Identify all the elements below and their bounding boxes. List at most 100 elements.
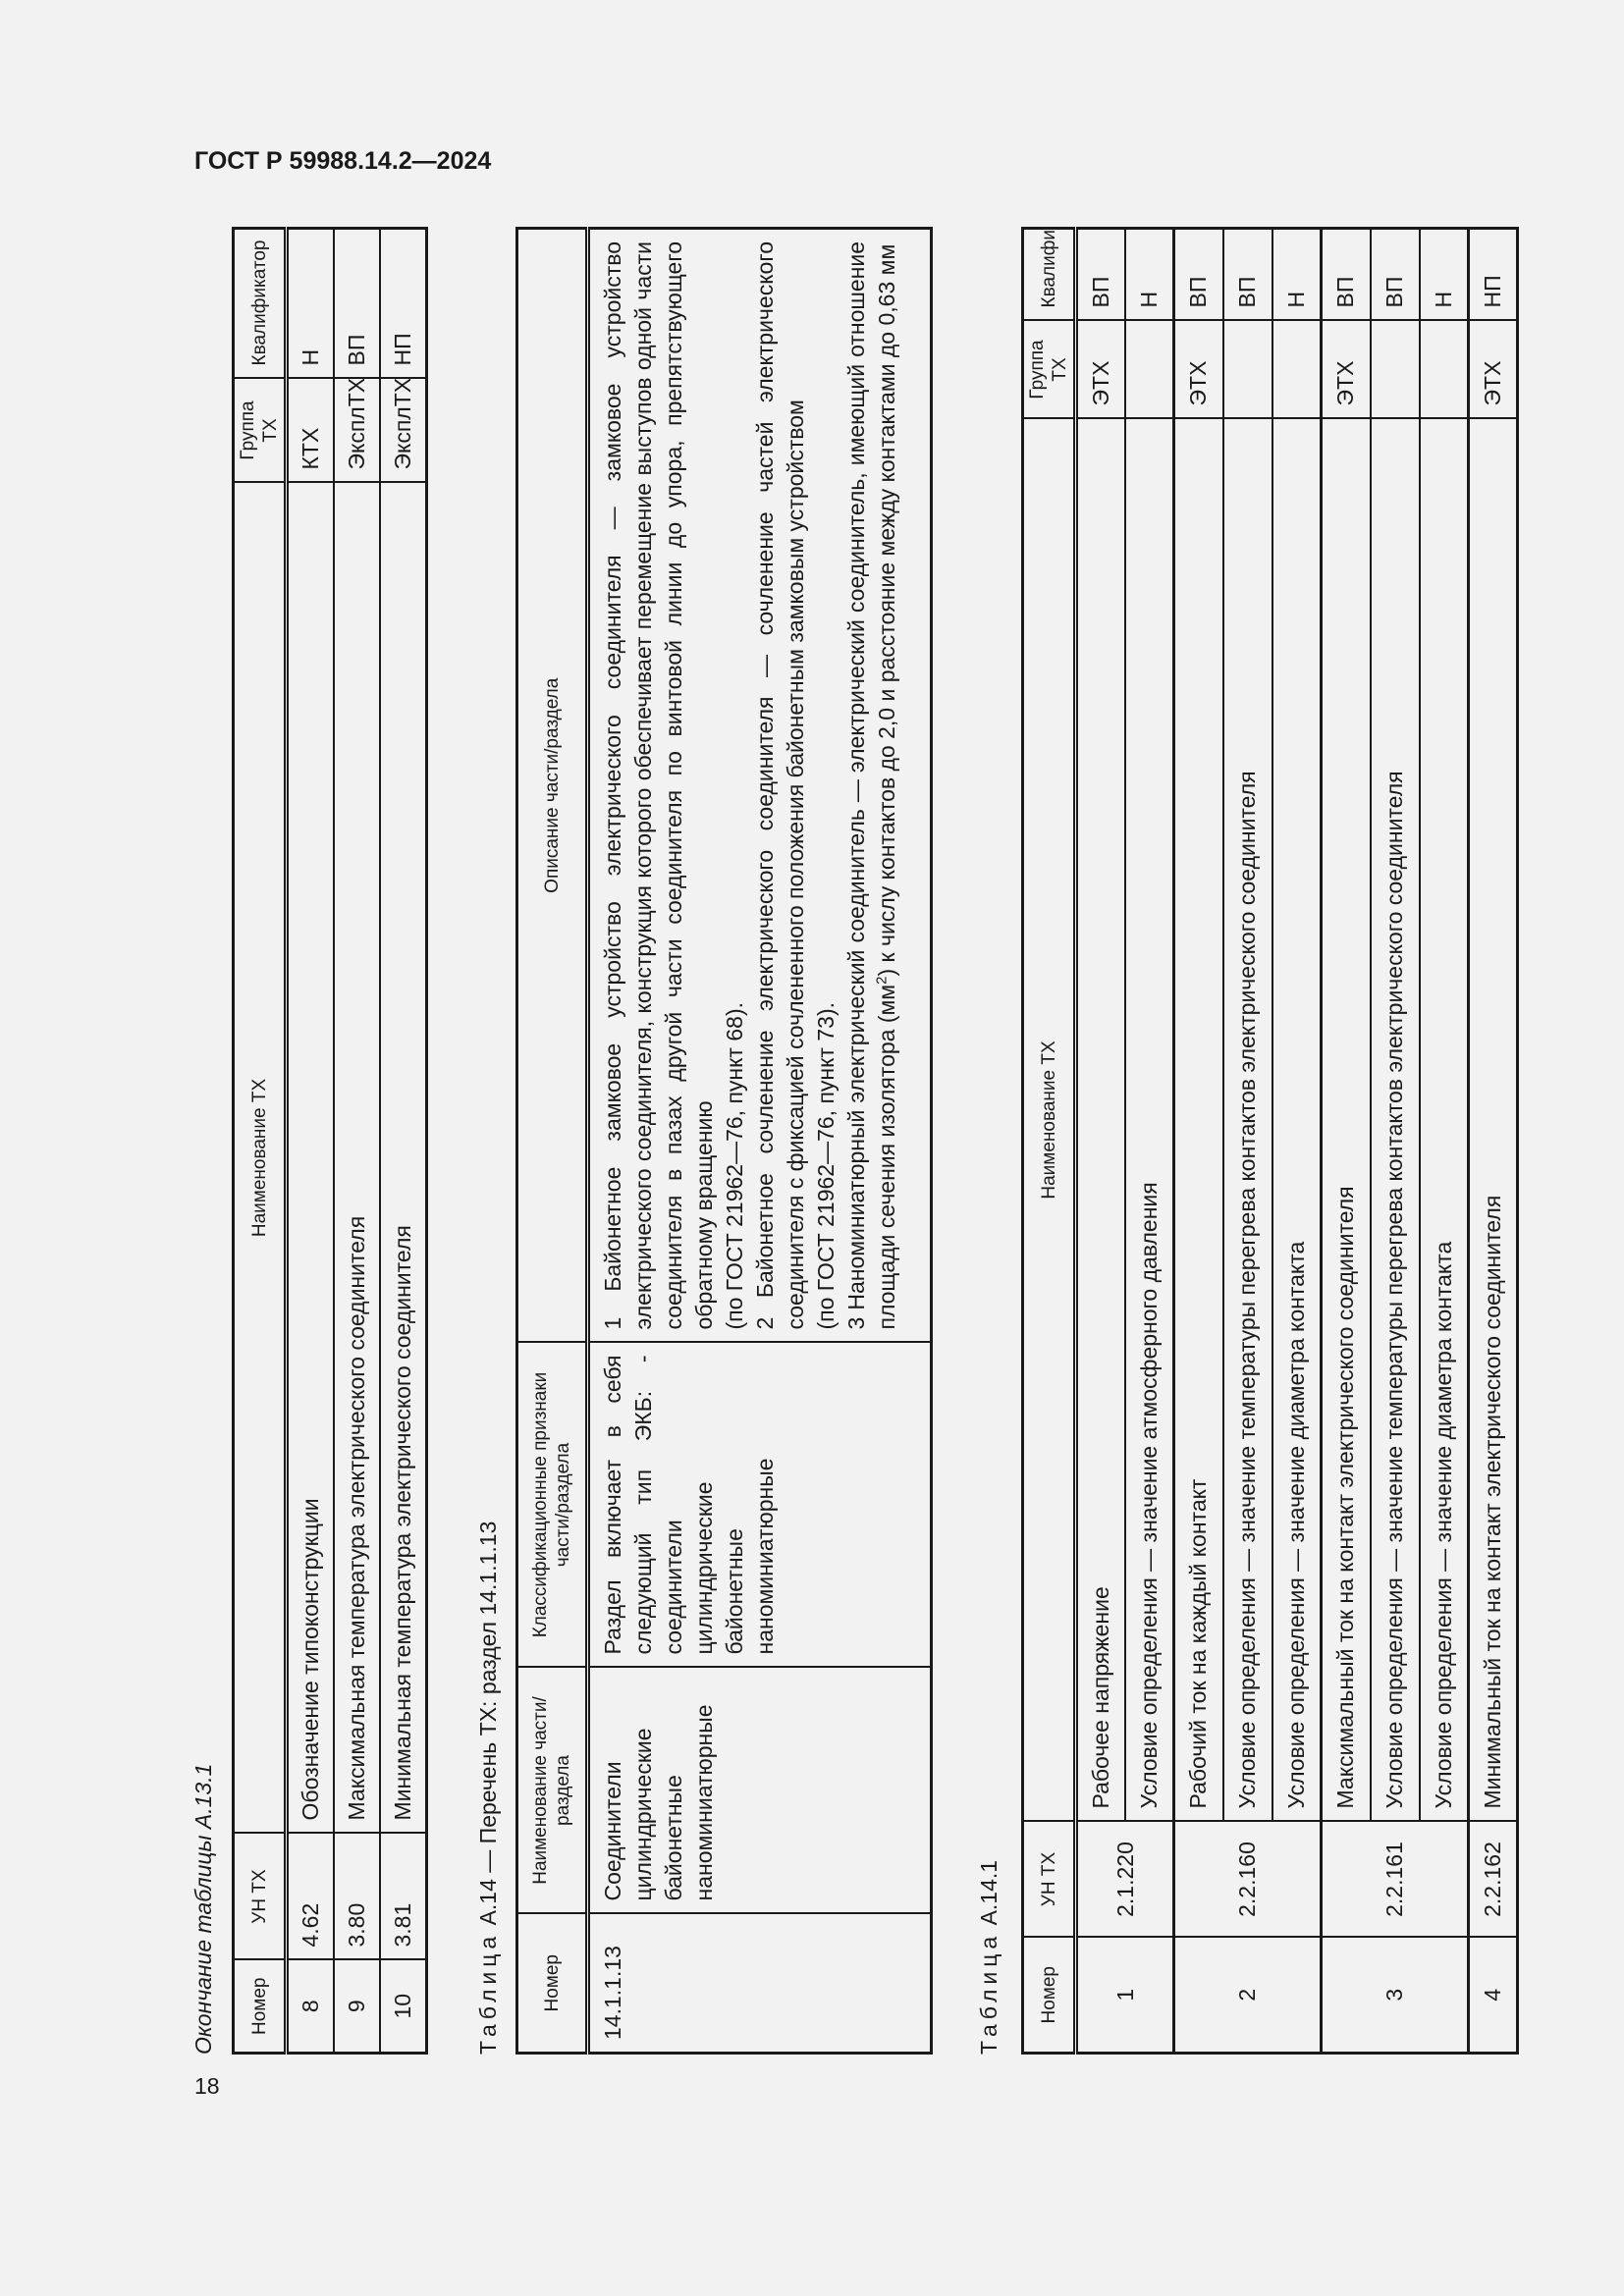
column-header: УН ТХ	[233, 1833, 287, 1960]
caption-label: Таблица	[475, 1931, 501, 2055]
column-header: Наименование ТХ	[1022, 418, 1076, 1822]
cell-group: КТХ	[286, 378, 335, 483]
cell-qualifier: ВП	[1075, 228, 1125, 321]
caption-text: А.14 — Перечень ТХ: раздел 14.1.1.13	[475, 1521, 501, 1926]
cell-qualifier: ВП	[1173, 228, 1223, 321]
column-header: Квалификатор	[1022, 228, 1076, 321]
column-header: Группа ТХ	[1022, 320, 1076, 419]
cell-qualifier: Н	[1124, 228, 1174, 321]
cell-qualifier: ВП	[1321, 228, 1371, 321]
table-a14-1: Номер УН ТХ Наименование ТХ Группа ТХ Кв…	[1021, 227, 1519, 2055]
column-header: Номер	[1022, 1937, 1076, 2054]
cell-number: 4	[1468, 1937, 1518, 2054]
cell-name: Максимальный ток на контакт электрическо…	[1321, 418, 1371, 1822]
description-item: 1 Байонетное замковое устройство электри…	[600, 241, 717, 1330]
table-row: 9 3.80 Максимальная температура электрич…	[334, 228, 381, 2054]
cell-name: Условие определения — значение атмосферн…	[1124, 418, 1174, 1822]
cell-code: 3.80	[334, 1833, 381, 1960]
cell-qualifier: ВП	[1222, 228, 1272, 321]
cell-name: Условие определения — значение температу…	[1222, 418, 1272, 1822]
column-header: Наименование ТХ	[233, 482, 287, 1834]
column-header: УН ТХ	[1022, 1821, 1076, 1938]
document-title: ГОСТ Р 59988.14.2—2024	[194, 147, 492, 175]
column-header: Классификационные признаки части/раздела	[516, 1342, 588, 1668]
table-a13-1-caption: Окончание таблицы А.13.1	[190, 1763, 216, 2055]
column-header: Группа ТХ	[233, 378, 287, 483]
table-a14: Номер Наименование части/раздела Классиф…	[515, 227, 933, 2055]
table-row: 8 4.62 Обозначение типоконструкции КТХ Н	[286, 228, 335, 2054]
cell-number: 14.1.1.13	[587, 1913, 932, 2054]
cell-group	[1124, 320, 1174, 419]
cell-group: ЭксплТХ	[380, 378, 427, 483]
table-row: 1 2.1.220 Рабочее напряжение ЭТХ ВП	[1075, 228, 1174, 2054]
table-row: Условие определения — значение диаметра …	[1419, 228, 1469, 2054]
column-header: Квалификатор	[233, 228, 287, 379]
table-row: 4 2.2.162 Минимальный ток на контакт элект…	[1468, 228, 1518, 2054]
cell-number: 3	[1321, 1937, 1469, 2054]
superscript: 2	[873, 976, 891, 985]
cell-name: Соединители цилиндрические байонетные на…	[587, 1667, 932, 1914]
cell-group: ЭксплТХ	[334, 378, 381, 483]
column-header: Описание части/раздела	[516, 228, 588, 1343]
cell-number: 9	[334, 1959, 381, 2054]
cell-code: 2.2.161	[1321, 1821, 1469, 1938]
cell-group	[1222, 320, 1272, 419]
cell-qualifier: Н	[1272, 228, 1322, 321]
cell-code: 3.81	[380, 1833, 427, 1960]
cell-qualifier: Н	[286, 228, 335, 379]
cell-name: Минимальный ток на контакт электрическог…	[1468, 418, 1518, 1822]
caption-label: Таблица	[976, 1931, 1001, 2055]
cell-qualifier: НП	[380, 228, 427, 379]
table-a13-1: Номер УН ТХ Наименование ТХ Группа ТХ Кв…	[232, 227, 428, 2055]
cell-qualifier: Н	[1419, 228, 1469, 321]
column-header: Номер	[516, 1913, 588, 2054]
cell-qualifier: ВП	[334, 228, 381, 379]
table-row: 10 3.81 Минимальная температура электрич…	[380, 228, 427, 2054]
cell-group	[1370, 320, 1420, 419]
column-header: Наименование части/раздела	[516, 1667, 588, 1914]
cell-group: ЭТХ	[1321, 320, 1371, 419]
cell-qualifier: НП	[1468, 228, 1518, 321]
description-text: ) к числу контактов до 2,0 и расстояние …	[874, 243, 899, 977]
table-row: Условие определения — значение диаметра …	[1272, 228, 1322, 2054]
description-item: 2 Байонетное сочленение электрического с…	[752, 241, 808, 1330]
table-row: Условие определения — значение атмосферн…	[1124, 228, 1174, 2054]
cell-group	[1272, 320, 1322, 419]
cell-group: ЭТХ	[1173, 320, 1223, 419]
column-header: Номер	[233, 1959, 287, 2054]
cell-group: ЭТХ	[1075, 320, 1125, 419]
cell-description: 1 Байонетное замковое устройство электри…	[587, 228, 932, 1343]
cell-name: Обозначение типоконструкции	[286, 482, 335, 1834]
table-row: 14.1.1.13 Соединители цилиндрические бай…	[587, 228, 932, 2054]
table-row: 3 2.2.161 Максимальный ток на контакт элек…	[1321, 228, 1469, 2054]
cell-name: Рабочий ток на каждый контакт	[1173, 418, 1223, 1822]
cell-name: Условие определения — значение диаметра …	[1272, 418, 1322, 1822]
cell-name: Минимальная температура электрического с…	[380, 482, 427, 1834]
description-item: 3 Наноминиатюрный электрический соединит…	[841, 241, 902, 1330]
cell-features: Раздел включает в себя следующий тип ЭКБ…	[587, 1342, 932, 1668]
cell-name: Условие определения — значение диаметра …	[1419, 418, 1469, 1822]
cell-code: 2.2.162	[1468, 1821, 1518, 1938]
cell-code: 2.1.220	[1075, 1821, 1174, 1938]
cell-group	[1419, 320, 1469, 419]
table-a14-1-caption: Таблица А.14.1	[972, 1662, 1005, 2055]
cell-number: 8	[286, 1959, 335, 2054]
cell-qualifier: ВП	[1370, 228, 1420, 321]
cell-number: 1	[1075, 1937, 1174, 2054]
cell-number: 10	[380, 1959, 427, 2054]
table-row: 2 2.2.160 Рабочий ток на каждый контакт ЭТХ…	[1173, 228, 1322, 2054]
cell-group: ЭТХ	[1468, 320, 1518, 419]
cell-code: 2.2.160	[1173, 1821, 1322, 1938]
page-number: 18	[194, 2073, 220, 2099]
cell-number: 2	[1173, 1937, 1322, 2054]
description-ref: (по ГОСТ 21962—76, пункт 73).	[813, 1002, 839, 1330]
cell-name: Рабочее напряжение	[1075, 418, 1125, 1822]
table-a14-caption: Таблица А.14 — Перечень ТХ: раздел 14.1.…	[471, 1269, 505, 2055]
caption-text: А.14.1	[976, 1859, 1001, 1926]
cell-code: 4.62	[286, 1833, 335, 1960]
cell-name: Условие определения — значение температу…	[1370, 418, 1420, 1822]
table-row: Условие определения — значение температу…	[1222, 228, 1272, 2054]
cell-name: Максимальная температура электрического …	[334, 482, 381, 1834]
table-row: Условие определения — значение температу…	[1370, 228, 1420, 2054]
description-ref: (по ГОСТ 21962—76, пункт 68).	[722, 1002, 747, 1330]
